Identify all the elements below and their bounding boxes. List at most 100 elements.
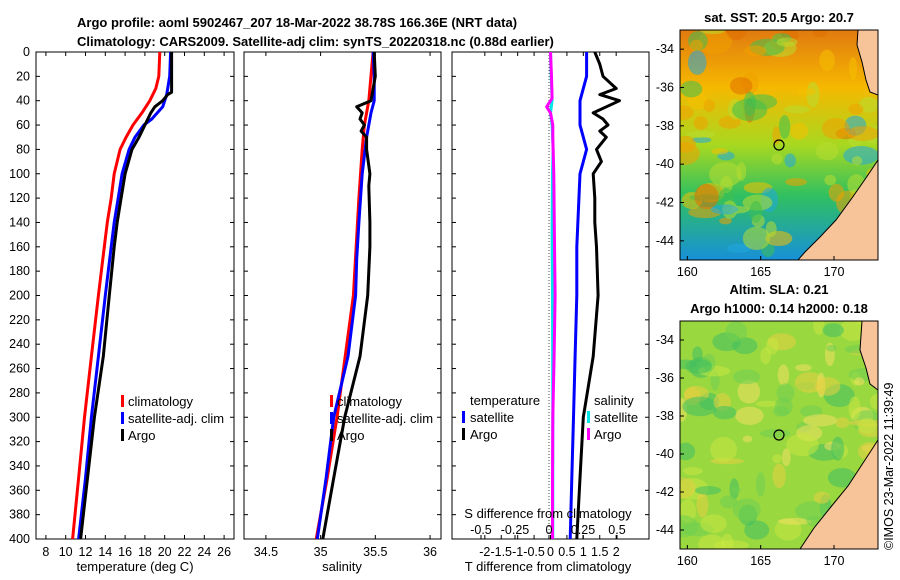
legend-climatology: climatology xyxy=(337,394,403,409)
map-texture-blob xyxy=(766,337,779,355)
difference-axes-frame xyxy=(451,51,650,540)
depth-tick-label: 0 xyxy=(23,45,30,59)
depth-tick-label: 400 xyxy=(9,532,30,546)
x-tick-label: 35 xyxy=(314,545,328,559)
series-line-argo xyxy=(79,52,174,539)
s-tick-label: 0 xyxy=(546,523,553,537)
map-x-tick-label: 165 xyxy=(750,265,771,279)
x-tick-label: 16 xyxy=(118,545,132,559)
depth-tick-label: 360 xyxy=(9,483,30,497)
temperature-axes-frame xyxy=(35,51,235,540)
map-texture-blob xyxy=(819,49,835,71)
x-tick-label: 14 xyxy=(98,545,112,559)
map-x-tick-label: 170 xyxy=(824,554,845,568)
map-texture-blob xyxy=(719,217,732,225)
salinity-x-ticks: 34.5 35 35.5 36 xyxy=(244,51,441,559)
x-tick-label: 24 xyxy=(197,545,211,559)
difference-panel: -2 -1.5 -1 -0.5 0 0.5 1 1.5 2 T difference from … xyxy=(451,51,650,574)
figure-title-line2: Climatology: CARS2009. Satellite-adj cli… xyxy=(77,34,554,49)
sst-map-image xyxy=(680,30,878,260)
map-texture-blob xyxy=(721,533,734,549)
t-difference-xlabel: T difference from climatology xyxy=(465,559,632,574)
difference-legend-temperature: temperature satellite Argo xyxy=(462,393,540,442)
map-texture-blob xyxy=(683,467,703,476)
series-line-t-argo xyxy=(575,52,621,539)
legend-temperature-title: temperature xyxy=(470,393,540,408)
map-texture-blob xyxy=(797,87,816,96)
depth-tick-label: 300 xyxy=(9,410,30,424)
x-tick-label: 0.5 xyxy=(558,545,575,559)
temperature-lines xyxy=(71,52,174,539)
map-texture-blob xyxy=(680,476,696,499)
map-texture-blob xyxy=(814,377,841,396)
depth-tick-label: 340 xyxy=(9,459,30,473)
x-tick-label: 8 xyxy=(42,545,49,559)
legend-swatch-satellite xyxy=(330,412,333,424)
map-texture-blob xyxy=(680,80,703,98)
map-texture-blob xyxy=(813,491,830,504)
depth-tick-label: 200 xyxy=(9,289,30,303)
depth-tick-label: 180 xyxy=(9,264,30,278)
difference-x-ticks: -2 -1.5 -1 -0.5 0 0.5 1 1.5 2 xyxy=(452,51,649,559)
map-texture-blob xyxy=(680,105,694,121)
map-texture-blob xyxy=(822,323,844,338)
map-y-tick-label: -40 xyxy=(656,157,674,171)
map-texture-blob xyxy=(680,442,696,461)
x-tick-label: 0 xyxy=(547,545,554,559)
sst-map-ticks: 160 165 170 -34 -36 -38 -40 -42 -44 xyxy=(656,42,845,279)
map-x-tick-label: 170 xyxy=(824,265,845,279)
map-texture-blob xyxy=(742,435,753,443)
map-x-tick-label: 160 xyxy=(677,265,698,279)
map-texture-blob xyxy=(732,369,761,385)
argo-location-marker xyxy=(773,429,785,441)
map-texture-blob xyxy=(735,406,764,425)
legend-s-argo: Argo xyxy=(594,427,621,442)
x-tick-label: 34.5 xyxy=(254,545,278,559)
map-texture-blob xyxy=(755,400,779,407)
map-texture-blob xyxy=(777,364,790,386)
legend-argo: Argo xyxy=(337,428,364,443)
x-tick-label: -0.5 xyxy=(523,545,545,559)
legend-swatch-s-argo xyxy=(587,428,590,440)
legend-climatology: climatology xyxy=(128,394,194,409)
map-texture-blob xyxy=(742,226,771,251)
argo-location-marker xyxy=(773,139,785,151)
temperature-legend: climatology satellite-adj. clim Argo xyxy=(121,394,224,443)
x-tick-label: -1 xyxy=(512,545,523,559)
map-texture-blob xyxy=(743,45,767,57)
map-texture-blob xyxy=(680,135,696,153)
x-tick-label: 36 xyxy=(423,545,437,559)
map-texture-blob xyxy=(795,364,812,372)
temperature-xlabel: temperature (deg C) xyxy=(76,559,193,574)
sst-map-frame xyxy=(679,29,879,261)
salinity-axes-frame xyxy=(243,51,442,540)
map-texture-blob xyxy=(693,116,708,131)
map-texture-blob xyxy=(824,174,837,186)
sla-map-ticks: 160 165 170 -34 -36 -38 -40 -42 -44 xyxy=(656,333,845,568)
map-texture-blob xyxy=(691,136,712,144)
legend-swatch-satellite xyxy=(121,412,124,424)
map-texture-blob xyxy=(712,405,737,420)
depth-tick-label: 20 xyxy=(16,69,30,83)
map-texture-blob xyxy=(700,514,727,533)
series-line-s-argo xyxy=(545,52,557,539)
map-texture-blob xyxy=(784,105,810,114)
difference-lines xyxy=(545,52,621,539)
legend-satellite-clim: satellite-adj. clim xyxy=(128,411,224,426)
map-texture-blob xyxy=(755,472,766,497)
sla-map-image xyxy=(680,321,878,549)
map-y-tick-label: -38 xyxy=(656,119,674,133)
s-difference-label: S difference from climatology xyxy=(464,506,632,521)
salinity-legend: climatology satellite-adj. clim Argo xyxy=(330,394,433,443)
map-texture-blob xyxy=(696,492,709,518)
map-texture-blob xyxy=(709,161,742,187)
map-texture-blob xyxy=(772,463,786,489)
depth-tick-label: 220 xyxy=(9,313,30,327)
x-tick-label: 1 xyxy=(580,545,587,559)
depth-tick-label: 260 xyxy=(9,362,30,376)
x-tick-label: 35.5 xyxy=(363,545,387,559)
map-texture-blob xyxy=(771,153,783,165)
map-texture-blob xyxy=(812,30,828,38)
map-texture-blob xyxy=(827,468,857,488)
x-tick-label: 1.5 xyxy=(591,545,608,559)
